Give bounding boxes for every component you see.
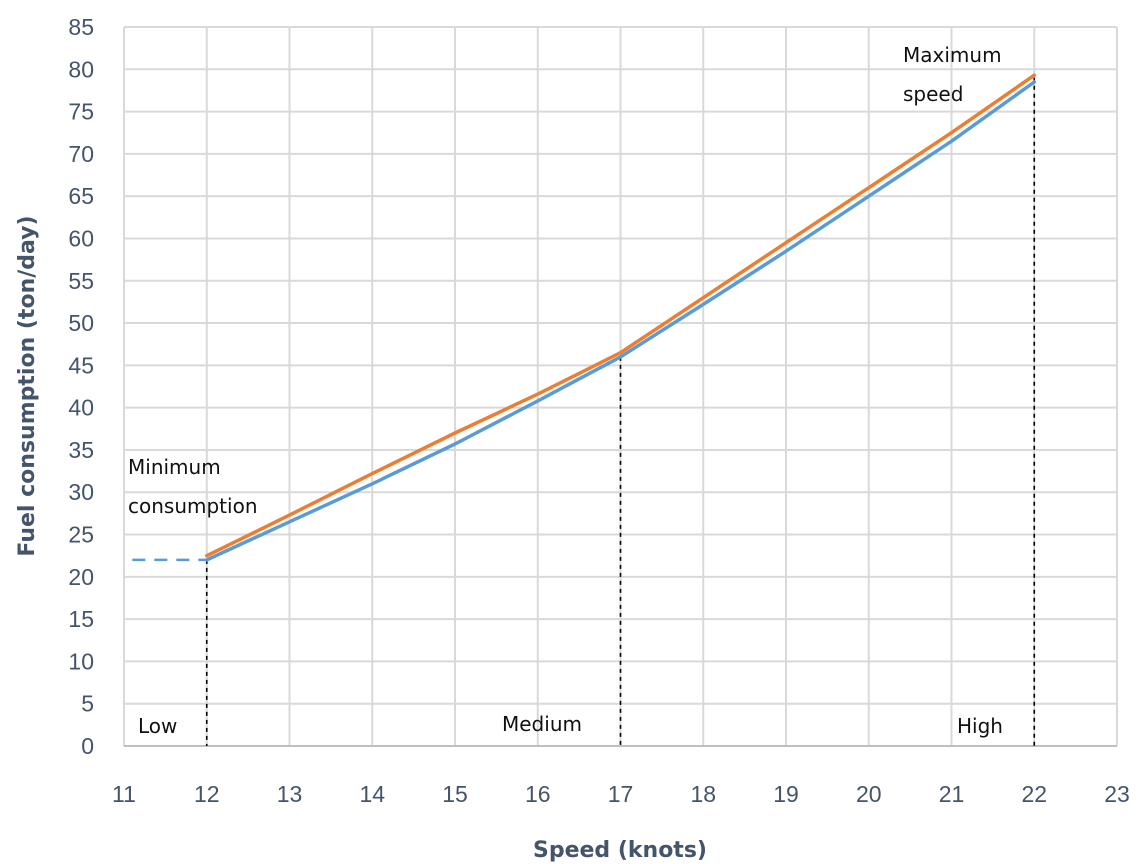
x-tick-label: 15	[442, 781, 468, 807]
annotation-medium: Medium	[502, 712, 582, 736]
y-tick-label: 40	[68, 395, 94, 421]
y-tick-label: 85	[68, 14, 94, 40]
x-tick-label: 12	[194, 781, 220, 807]
y-tick-label: 35	[68, 437, 94, 463]
y-tick-label: 5	[81, 691, 94, 717]
annotation-high: High	[957, 714, 1003, 738]
reference-lines	[205, 77, 1036, 746]
annotation-maximum-line2: speed	[903, 82, 963, 106]
x-tick-label: 14	[359, 781, 385, 807]
y-tick-labels: 0 5 10 15 20 25 30 35 40 45 50 55 60 65 70 75 80 85	[68, 14, 94, 759]
y-tick-label: 55	[68, 268, 94, 294]
y-tick-label: 65	[68, 183, 94, 209]
y-tick-label: 25	[68, 522, 94, 548]
x-tick-label: 20	[856, 781, 882, 807]
x-tick-label: 22	[1021, 781, 1047, 807]
y-tick-label: 70	[68, 141, 94, 167]
x-tick-label: 19	[773, 781, 799, 807]
y-tick-label: 50	[68, 310, 94, 336]
series-line-1	[205, 80, 1037, 562]
x-tick-label: 16	[525, 781, 551, 807]
y-tick-label: 30	[68, 479, 94, 505]
y-tick-label: 75	[68, 99, 94, 125]
y-tick-label: 60	[68, 225, 94, 251]
x-tick-labels: 11 12 13 14 15 16 17 18 19 20 21 22 23	[112, 781, 1130, 807]
y-tick-label: 0	[81, 733, 94, 759]
annotation-maximum-line1: Maximum	[903, 43, 1002, 67]
x-tick-label: 13	[277, 781, 303, 807]
y-tick-label: 10	[68, 648, 94, 674]
series-line-2	[205, 73, 1037, 558]
series-lines	[132, 73, 1037, 562]
annotation-minimum-line2: consumption	[128, 494, 258, 518]
x-tick-label: 23	[1104, 781, 1130, 807]
y-tick-label: 45	[68, 352, 94, 378]
y-tick-label: 20	[68, 564, 94, 590]
annotation-low: Low	[138, 714, 177, 738]
annotation-minimum-line1: Minimum	[128, 455, 221, 479]
y-axis-title: Fuel consumption (ton/day)	[15, 215, 40, 556]
x-axis-title: Speed (knots)	[533, 838, 707, 863]
y-tick-label: 15	[68, 606, 94, 632]
x-tick-label: 21	[939, 781, 965, 807]
x-tick-label: 18	[690, 781, 716, 807]
y-tick-label: 80	[68, 56, 94, 82]
x-tick-label: 11	[112, 781, 136, 807]
x-tick-label: 17	[608, 781, 634, 807]
